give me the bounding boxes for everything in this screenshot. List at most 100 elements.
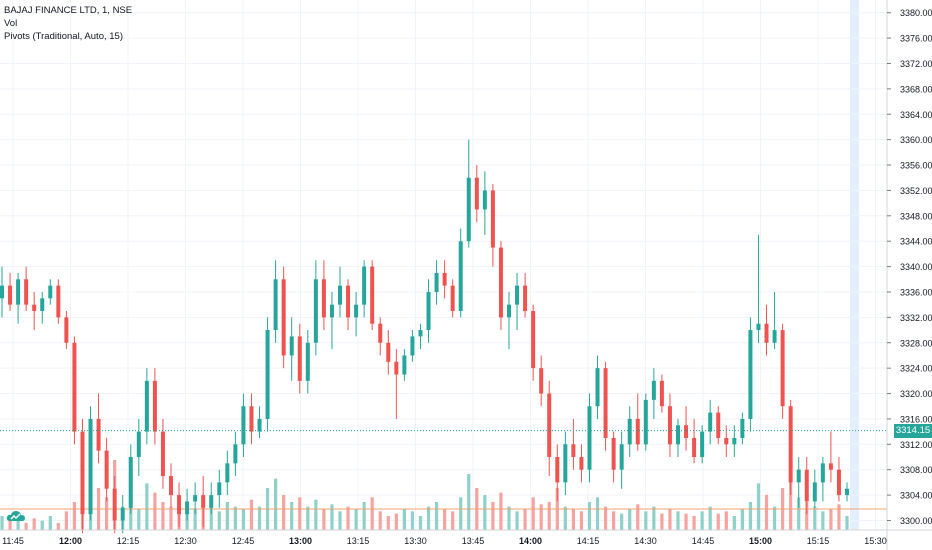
- candle-body: [740, 418, 745, 438]
- volume-bar: [314, 499, 318, 530]
- candle-body: [289, 336, 294, 356]
- volume-bar: [16, 513, 20, 530]
- volume-bar: [612, 511, 616, 530]
- y-tick-label: 3364.00: [900, 110, 932, 120]
- candle-body: [571, 444, 576, 458]
- y-tick-label: 3356.00: [900, 161, 932, 171]
- candle-body: [716, 412, 721, 438]
- volume-bar: [410, 511, 415, 530]
- candle-body: [346, 285, 351, 318]
- candle-body: [329, 304, 334, 318]
- candle-body: [160, 431, 165, 477]
- y-tick-label: 3372.00: [900, 59, 932, 69]
- volume-bar: [24, 523, 28, 530]
- volume-bar: [740, 509, 744, 530]
- y-tick-label: 3308.00: [900, 465, 932, 475]
- candle-body: [627, 418, 632, 445]
- volume-bar: [105, 497, 109, 530]
- volume-bar: [290, 502, 294, 530]
- candle-body: [209, 495, 214, 508]
- y-tick-label: 3344.00: [900, 237, 932, 247]
- volume-bar: [660, 513, 664, 530]
- volume-bar: [137, 509, 141, 530]
- candle-body: [136, 431, 141, 458]
- candle-body: [362, 266, 367, 305]
- volume-bar: [249, 499, 254, 530]
- candle-body: [434, 272, 439, 292]
- candle-body: [281, 279, 286, 356]
- candle-body: [756, 323, 761, 331]
- volume-bar: [837, 504, 841, 530]
- volume-bar: [40, 520, 44, 530]
- candle-body: [378, 323, 383, 343]
- tradingview-cloud-icon[interactable]: [6, 508, 26, 524]
- volume-bar: [491, 502, 495, 530]
- candle-body: [321, 279, 326, 318]
- candle-body: [498, 247, 503, 318]
- legend-symbol[interactable]: BAJAJ FINANCE LTD, 1, NSE: [4, 5, 133, 16]
- volume-bar: [732, 516, 736, 530]
- candle-body: [48, 285, 53, 299]
- volume-bar: [233, 506, 237, 530]
- candle-body: [788, 406, 793, 483]
- candle-body: [177, 495, 182, 515]
- y-tick-label: 3360.00: [900, 135, 932, 145]
- volume-bar: [322, 509, 326, 530]
- y-tick-label: 3332.00: [900, 313, 932, 323]
- legend-pivots[interactable]: Pivots (Traditional, Auto, 15): [4, 31, 123, 42]
- candle-body: [354, 304, 359, 318]
- y-tick-label: 3348.00: [900, 211, 932, 221]
- candle-body: [394, 361, 399, 375]
- volume-bar: [531, 497, 535, 530]
- y-tick-label: 3376.00: [900, 34, 932, 44]
- candle-body: [474, 177, 479, 210]
- volume-bar: [346, 506, 350, 530]
- y-tick-label: 3328.00: [900, 338, 932, 348]
- candle-body: [692, 437, 697, 458]
- volume-bar: [507, 506, 511, 530]
- candle-body: [845, 488, 849, 496]
- candle-body: [531, 311, 536, 369]
- y-tick-label: 3368.00: [900, 84, 932, 94]
- candle-body: [249, 406, 254, 432]
- volume-bar: [813, 506, 817, 530]
- candle-body: [185, 501, 190, 515]
- candle-body: [700, 431, 705, 458]
- candle-body: [72, 342, 77, 432]
- candle-body: [233, 444, 238, 464]
- candle-body: [764, 323, 769, 343]
- candle-body: [217, 482, 222, 496]
- candle-body: [128, 457, 133, 508]
- candle-body: [16, 279, 21, 305]
- candle-body: [297, 336, 302, 381]
- candle-body: [676, 425, 680, 445]
- x-tick-label: 15:30: [864, 536, 887, 546]
- candle-body: [338, 285, 342, 305]
- candle-body: [0, 285, 4, 299]
- volume-bar: [129, 502, 133, 530]
- volume-bar: [193, 509, 197, 530]
- candle-body: [24, 279, 29, 305]
- candle-body: [64, 317, 69, 343]
- candle-body: [80, 431, 85, 515]
- candle-body: [619, 444, 624, 470]
- candle-body: [152, 380, 157, 432]
- candle-body: [96, 418, 101, 451]
- candle-body: [426, 291, 431, 331]
- y-tick-label: 3380.00: [900, 8, 932, 18]
- volume-bar: [724, 511, 728, 530]
- candle-body: [370, 266, 375, 324]
- volume-bar: [370, 497, 374, 530]
- y-tick-label: 3320.00: [900, 389, 932, 399]
- legend-volume[interactable]: Vol: [4, 18, 18, 29]
- volume-bar: [32, 518, 36, 530]
- volume-bar: [579, 511, 584, 530]
- volume-bar: [748, 502, 753, 530]
- candle-body: [539, 368, 544, 394]
- candle-body: [732, 437, 737, 445]
- volume-bar: [821, 511, 825, 530]
- x-tick-label: 12:45: [232, 536, 255, 546]
- volume-bar: [0, 516, 4, 530]
